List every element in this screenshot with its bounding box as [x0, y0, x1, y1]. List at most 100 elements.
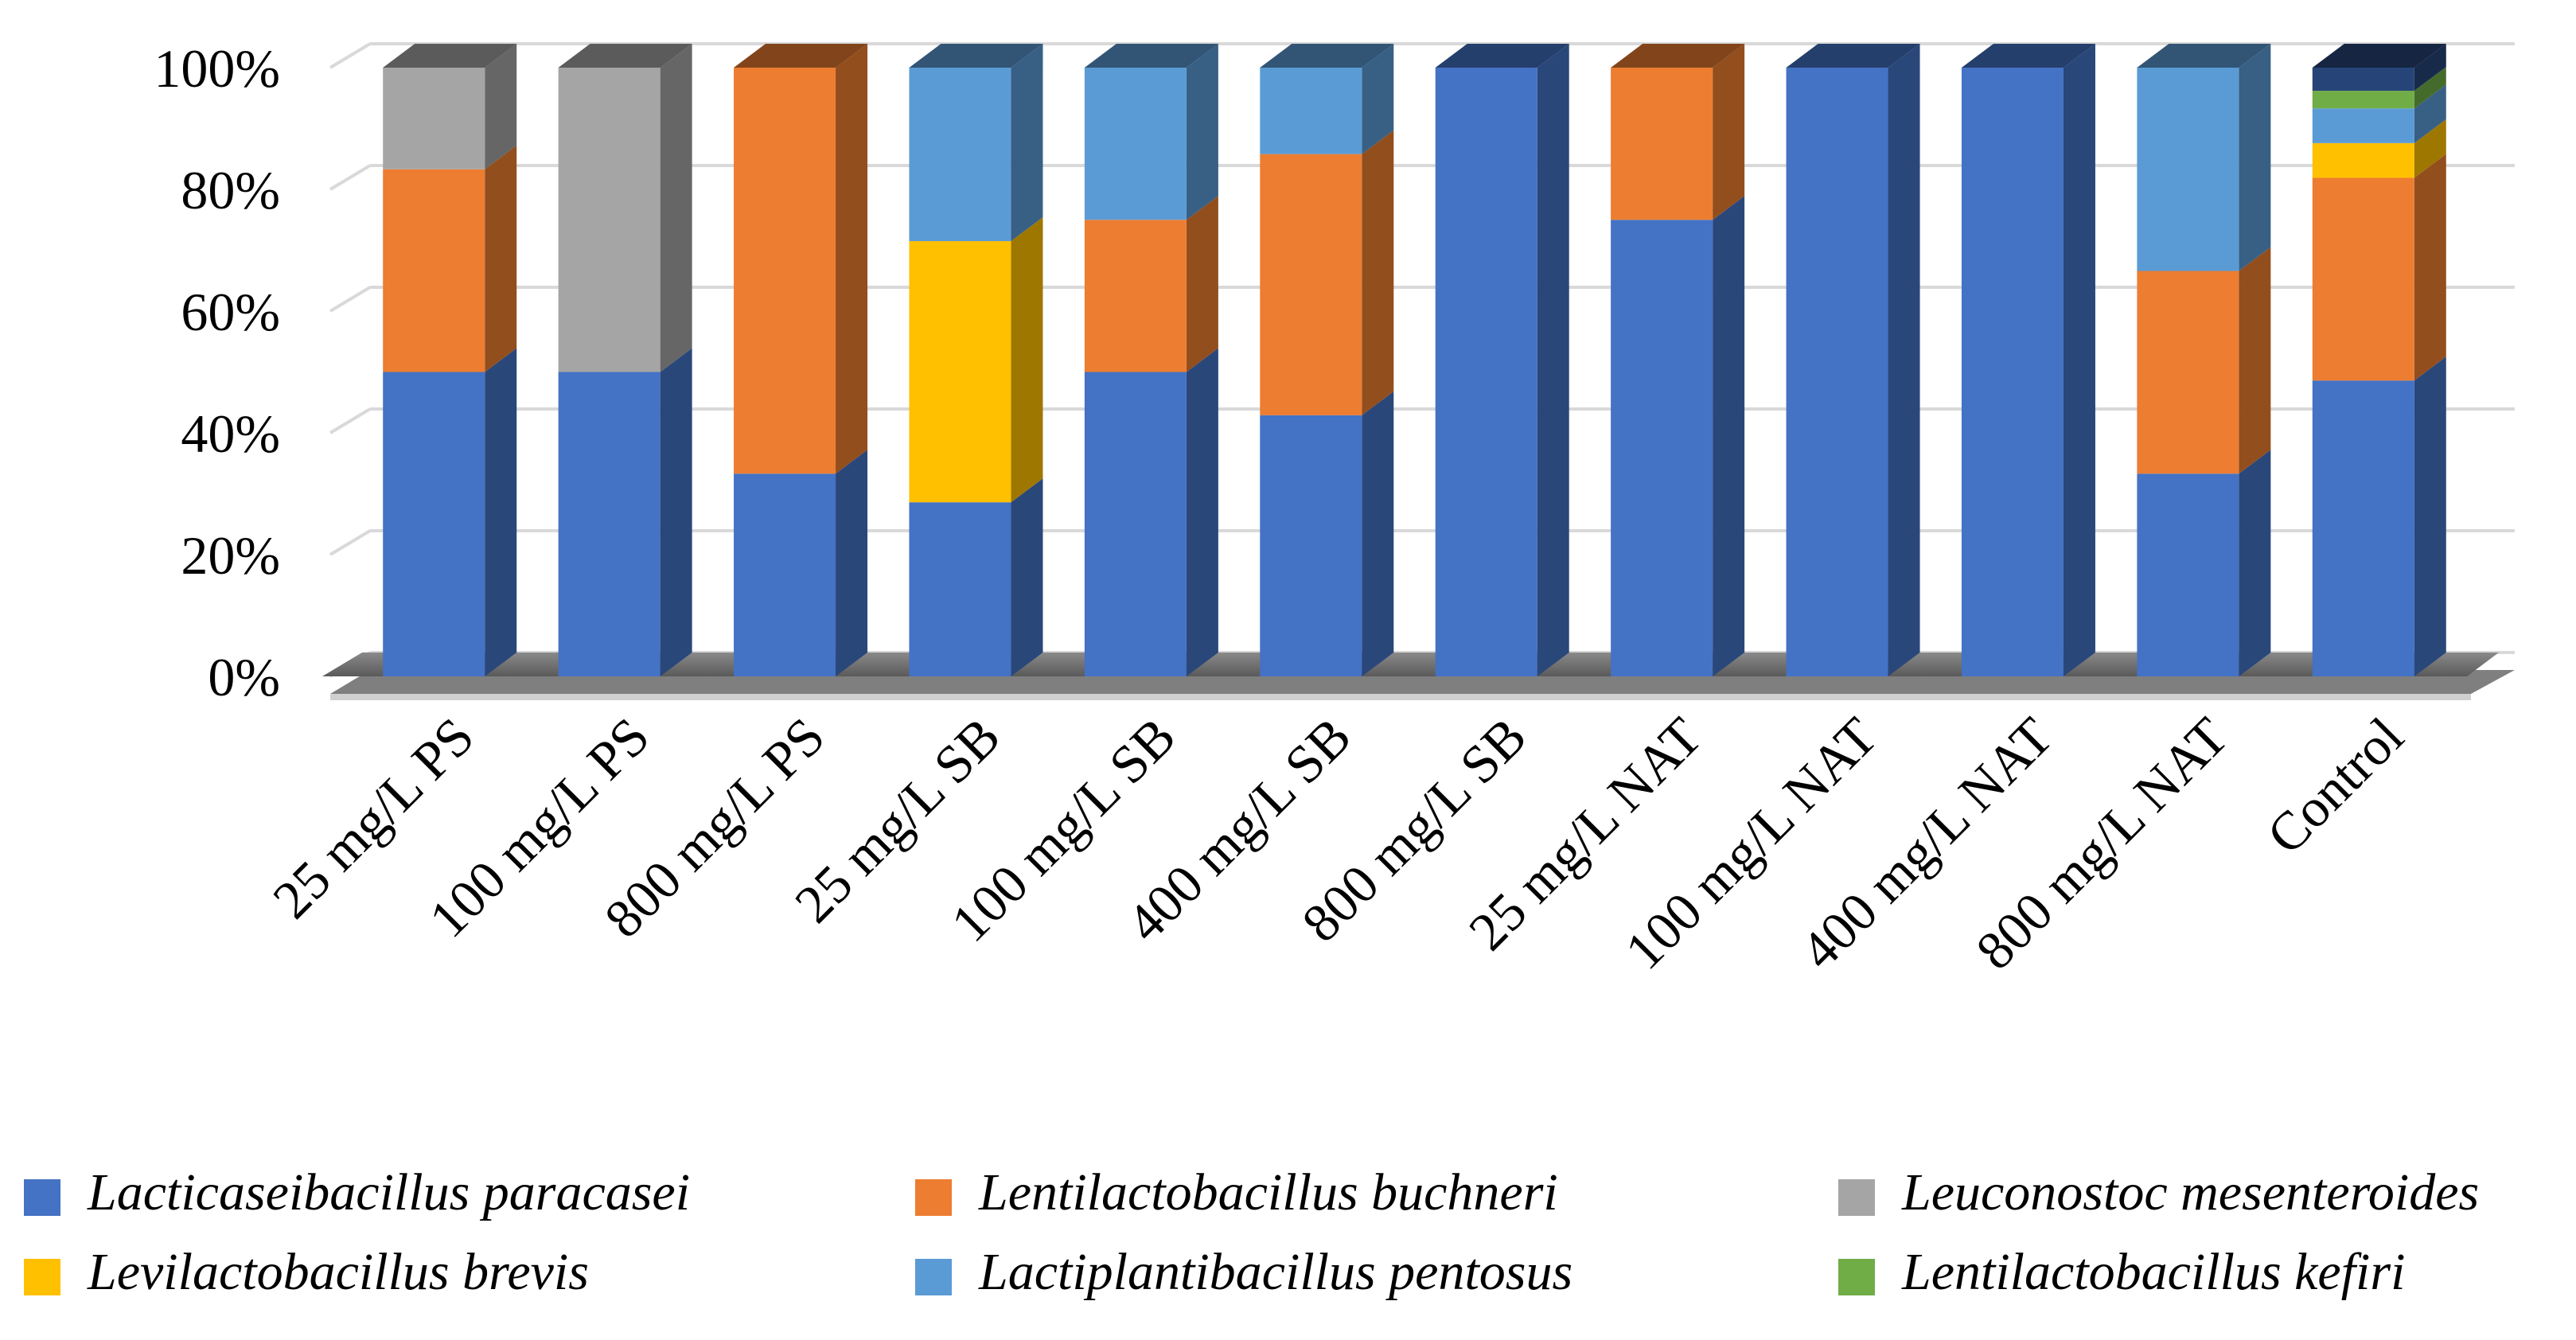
bar-segment-side	[2239, 247, 2271, 474]
gridline-wall	[329, 42, 372, 69]
legend-label: Leuconostoc mesenteroides	[1901, 1163, 2479, 1221]
bar-segment	[1260, 415, 1362, 676]
y-tick-label: 40%	[181, 403, 280, 464]
bar-top	[1084, 44, 1218, 68]
bar-segment-side	[1011, 44, 1043, 242]
bar-top	[1611, 44, 1745, 68]
legend-swatch	[915, 1179, 952, 1216]
legend: Lacticaseibacillus paracasei Lentilactoba…	[24, 1163, 2479, 1301]
bar-segment-side	[1888, 44, 1920, 676]
bar-top	[1786, 44, 1920, 68]
bar-top	[1260, 44, 1394, 68]
bar-segment	[2312, 108, 2414, 143]
x-category-label: Control	[2255, 706, 2415, 866]
floor-edge	[330, 694, 2471, 700]
bar-stack	[1786, 44, 1920, 676]
y-axis-tick-labels: 0% 20% 40% 60% 80% 100%	[154, 38, 280, 707]
bar-stack	[734, 44, 868, 676]
bar-segment-side	[2063, 44, 2095, 676]
bar-segment	[2312, 68, 2414, 92]
bar-segment	[1611, 68, 1713, 220]
bar-segment	[558, 372, 661, 676]
bar-segment-side	[836, 44, 868, 474]
bar-stack	[1611, 44, 1745, 676]
bar-segment	[909, 241, 1011, 503]
bar-segment	[909, 68, 1011, 242]
bar-stack	[1961, 44, 2095, 676]
bar-segment-side	[1011, 478, 1043, 676]
legend-label: Lactiplantibacillus pentosus	[978, 1243, 1572, 1301]
bar-segment	[1435, 68, 1537, 676]
bar-segment	[1084, 68, 1187, 220]
bar-segment-side	[2239, 44, 2271, 271]
bar-segment-side	[1186, 44, 1218, 220]
bar-segment-side	[1713, 196, 1745, 676]
bar-segment	[2137, 271, 2239, 474]
legend-swatch	[1838, 1179, 1875, 1216]
bar-segment-side	[485, 44, 517, 169]
bar-segment	[734, 68, 836, 474]
bar-segment	[383, 68, 485, 169]
bar-segment	[1260, 154, 1362, 415]
legend-label: Levilactobacillus brevis	[87, 1243, 589, 1301]
bar-segment-side	[836, 450, 868, 676]
bar-segment-side	[485, 348, 517, 676]
bar-segment	[1786, 68, 1888, 676]
bar-segment	[383, 372, 485, 676]
bar-segment	[558, 68, 661, 372]
bar-segment	[383, 169, 485, 372]
bar-segment-side	[1537, 44, 1569, 676]
bar-top	[383, 44, 517, 68]
gridline-wall	[329, 286, 372, 313]
y-tick-label: 80%	[181, 160, 280, 220]
bar-segment-side	[2414, 67, 2446, 109]
bar-stack	[2312, 44, 2446, 676]
y-tick-label: 60%	[181, 282, 280, 342]
bar-segment	[1961, 68, 2064, 676]
legend-swatch	[24, 1259, 60, 1295]
gridline-wall	[329, 407, 372, 434]
bar-segment-side	[2414, 119, 2446, 178]
bar-segment	[1260, 68, 1362, 154]
bar-segment	[1084, 220, 1187, 372]
bar-segment	[2312, 380, 2414, 676]
bar-segment-side	[2414, 154, 2446, 381]
bar-segment-side	[485, 145, 517, 372]
legend-swatch	[915, 1259, 952, 1295]
bar-top	[909, 44, 1043, 68]
bar-segment-side	[1713, 44, 1745, 220]
y-tick-label: 100%	[154, 38, 280, 99]
gridline-wall	[329, 529, 372, 556]
bar-segment-side	[1011, 217, 1043, 503]
y-tick-label: 20%	[181, 525, 280, 586]
bar-segment	[734, 473, 836, 676]
bar-segment-side	[1362, 130, 1394, 415]
bar-segment-side	[660, 348, 692, 676]
legend-swatch	[1838, 1259, 1875, 1295]
bar-segment-side	[2414, 44, 2446, 92]
bar-stack	[383, 44, 517, 676]
bar-segment	[1084, 372, 1187, 676]
bar-top	[1435, 44, 1569, 68]
y-tick-label: 0%	[208, 647, 280, 707]
bar-stack	[1084, 44, 1218, 676]
bar-top	[1961, 44, 2095, 68]
gridline-wall	[329, 164, 372, 191]
legend-label: Lentilactobacillus kefiri	[1901, 1243, 2405, 1301]
bar-top	[2137, 44, 2271, 68]
bar-segment-side	[1186, 196, 1218, 372]
bar-segment-side	[1186, 348, 1218, 676]
bar-segments	[383, 44, 2446, 676]
bar-segment-side	[1362, 391, 1394, 676]
bar-segment-side	[2239, 450, 2271, 676]
legend-swatch	[24, 1179, 60, 1216]
bar-segment	[1611, 220, 1713, 676]
bar-segment	[2312, 142, 2414, 178]
bar-segment-side	[1362, 44, 1394, 154]
bar-stack	[909, 44, 1043, 676]
bar-stack	[1260, 44, 1394, 676]
bar-segment-side	[660, 44, 692, 372]
bar-segment	[2137, 68, 2239, 271]
